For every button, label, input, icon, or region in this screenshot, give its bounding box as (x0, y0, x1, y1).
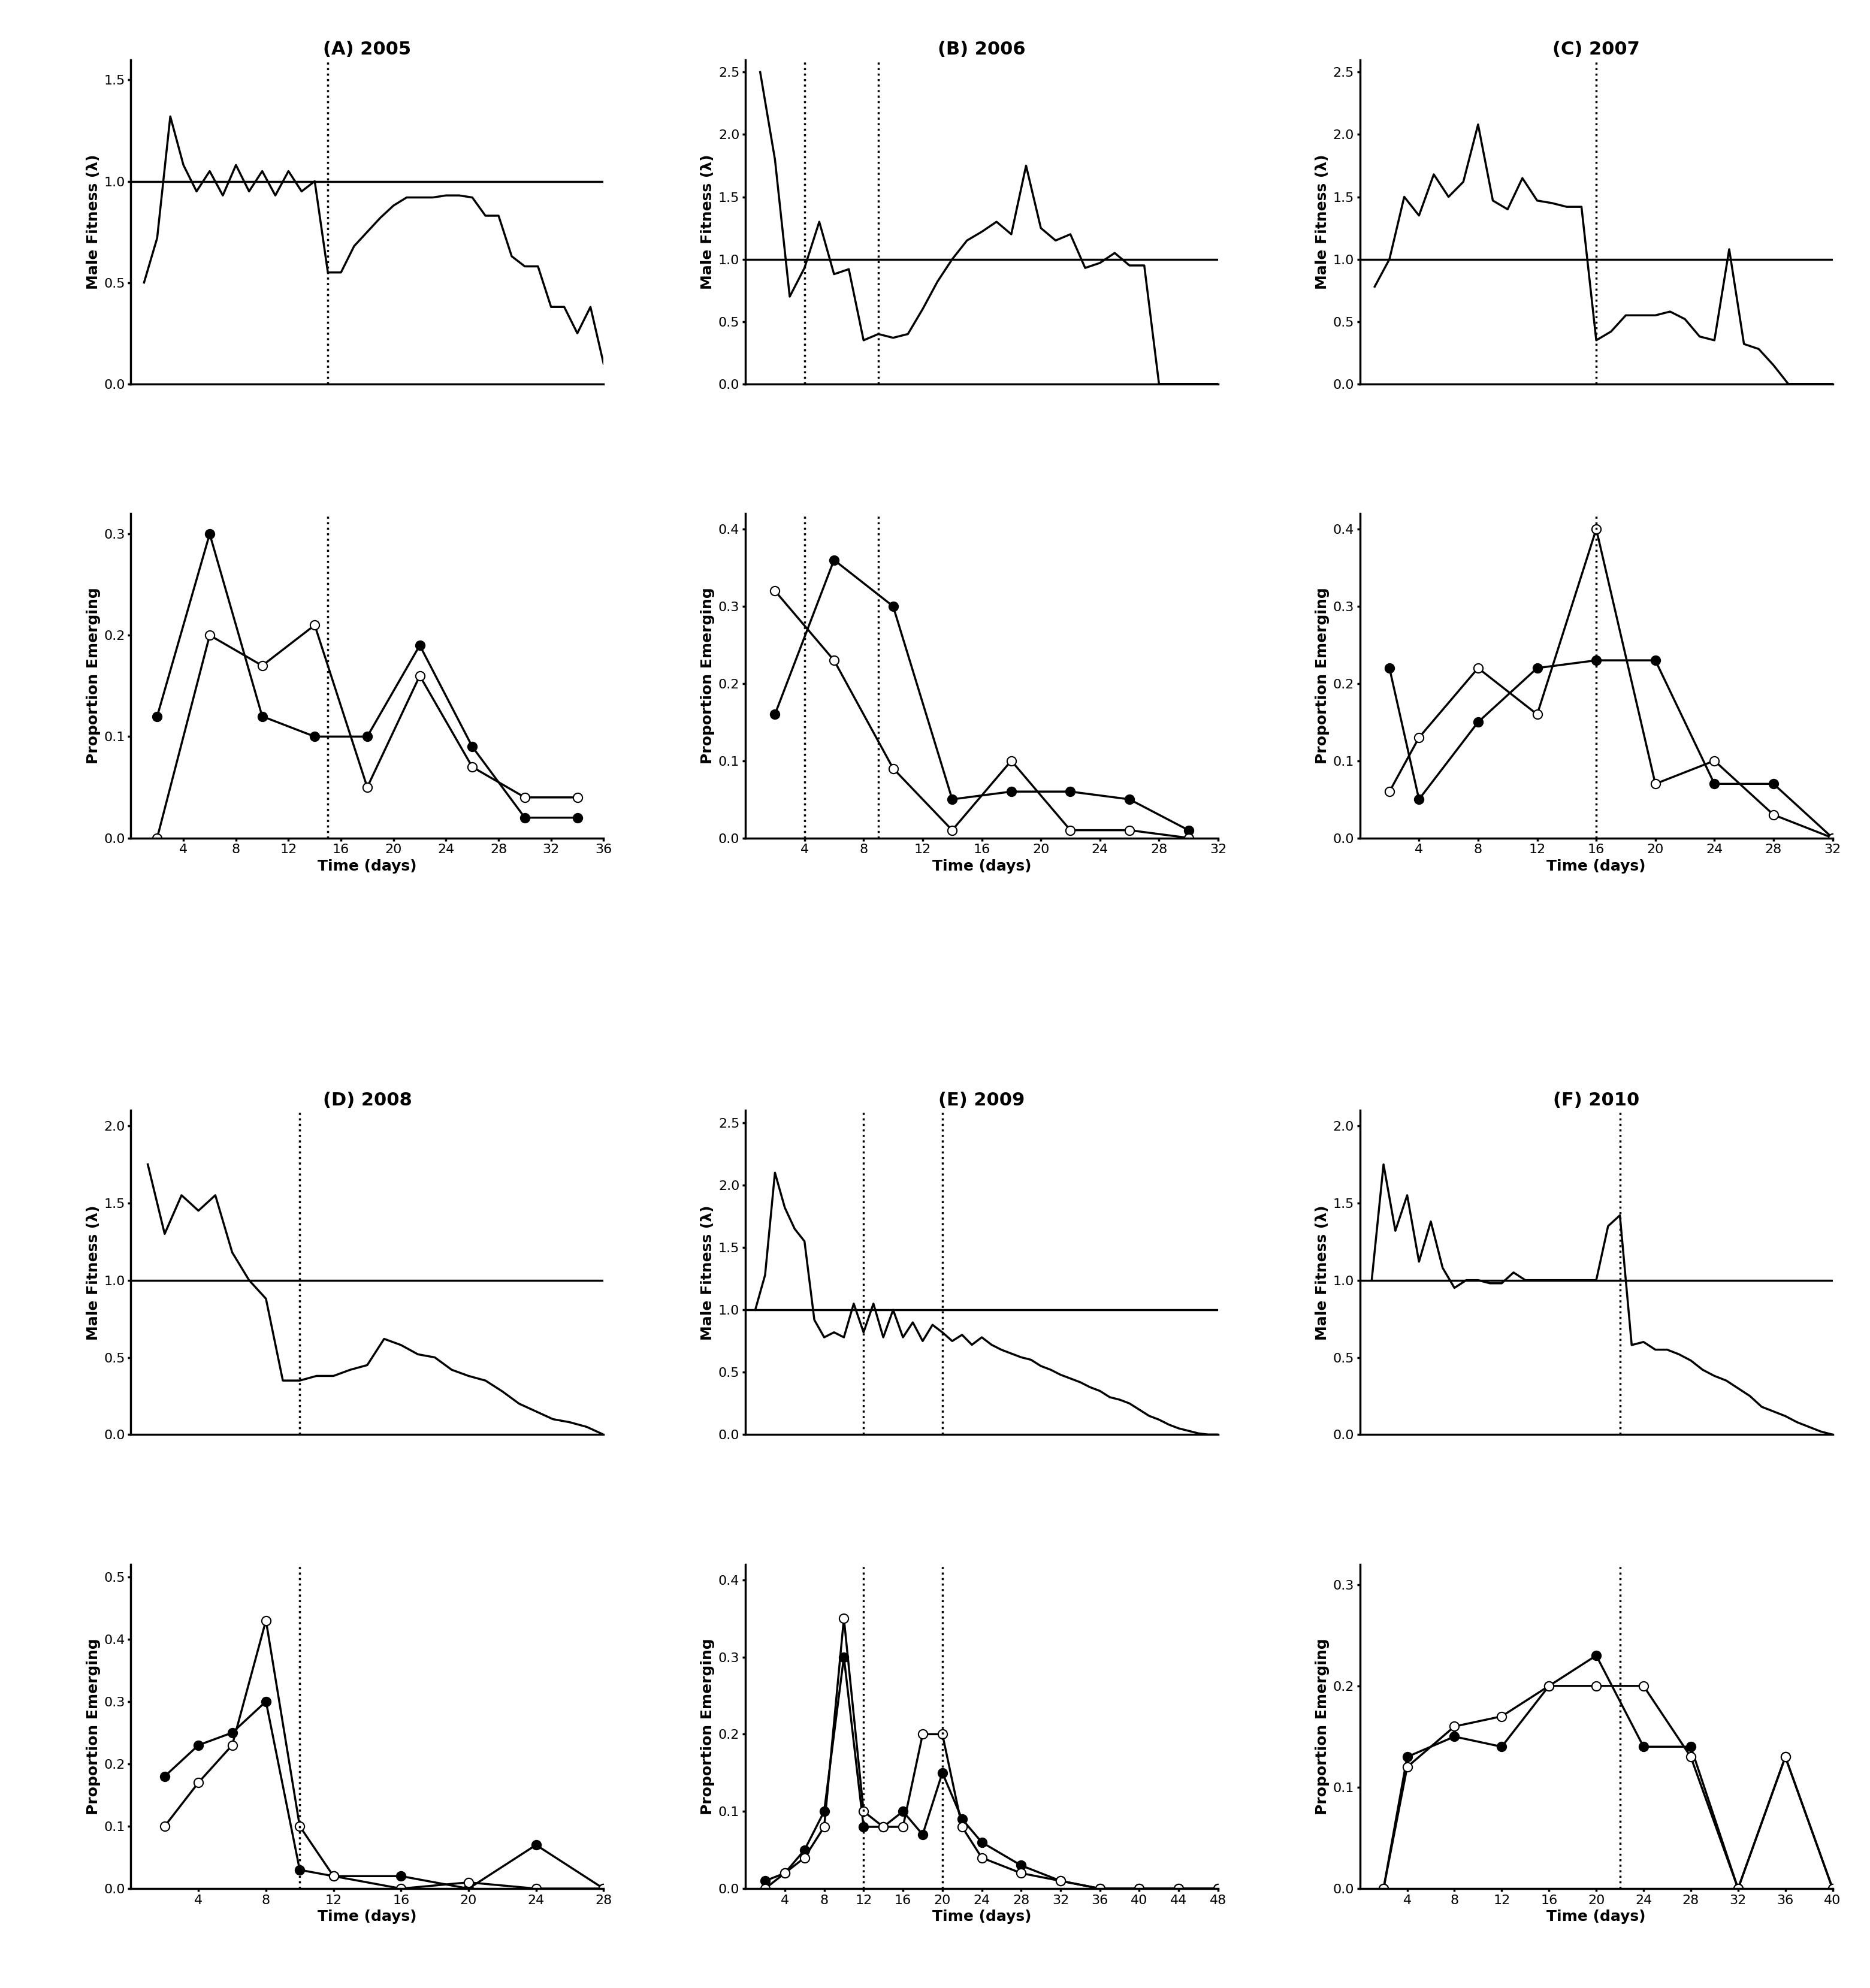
Title: (A) 2005: (A) 2005 (324, 42, 411, 58)
X-axis label: Time (days): Time (days) (931, 859, 1032, 873)
X-axis label: Time (days): Time (days) (318, 1910, 417, 1924)
X-axis label: Time (days): Time (days) (931, 1910, 1032, 1924)
Title: (C) 2007: (C) 2007 (1552, 42, 1640, 58)
Title: (D) 2008: (D) 2008 (324, 1091, 411, 1109)
Title: (B) 2006: (B) 2006 (939, 42, 1025, 58)
Y-axis label: Proportion Emerging: Proportion Emerging (86, 588, 101, 763)
Y-axis label: Male Fitness (λ): Male Fitness (λ) (701, 1205, 714, 1340)
Y-axis label: Proportion Emerging: Proportion Emerging (1315, 1638, 1330, 1815)
Y-axis label: Proportion Emerging: Proportion Emerging (701, 1638, 714, 1815)
Title: (F) 2010: (F) 2010 (1554, 1091, 1640, 1109)
Y-axis label: Male Fitness (λ): Male Fitness (λ) (701, 155, 714, 290)
X-axis label: Time (days): Time (days) (1546, 1910, 1646, 1924)
Y-axis label: Proportion Emerging: Proportion Emerging (86, 1638, 101, 1815)
Y-axis label: Male Fitness (λ): Male Fitness (λ) (86, 155, 101, 290)
Y-axis label: Male Fitness (λ): Male Fitness (λ) (1315, 1205, 1330, 1340)
Y-axis label: Male Fitness (λ): Male Fitness (λ) (1315, 155, 1330, 290)
Title: (E) 2009: (E) 2009 (939, 1091, 1025, 1109)
Y-axis label: Male Fitness (λ): Male Fitness (λ) (86, 1205, 101, 1340)
X-axis label: Time (days): Time (days) (318, 859, 417, 873)
Y-axis label: Proportion Emerging: Proportion Emerging (701, 588, 714, 763)
X-axis label: Time (days): Time (days) (1546, 859, 1646, 873)
Y-axis label: Proportion Emerging: Proportion Emerging (1315, 588, 1330, 763)
